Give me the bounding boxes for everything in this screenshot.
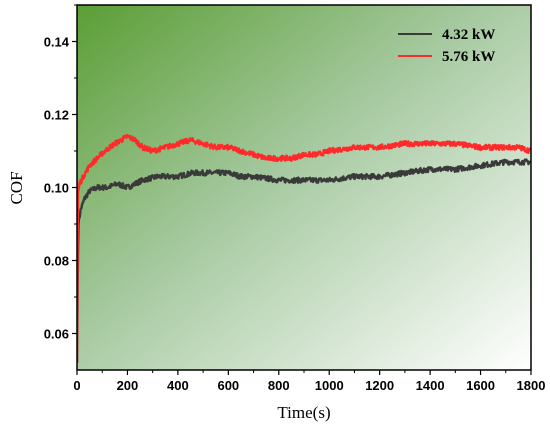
x-axis-title: Time(s) bbox=[277, 403, 330, 422]
x-tick-label: 1800 bbox=[517, 378, 546, 393]
y-tick-label: 0.10 bbox=[44, 181, 69, 196]
x-tick-label: 200 bbox=[117, 378, 139, 393]
plot-background bbox=[77, 5, 531, 370]
y-tick-label: 0.08 bbox=[44, 254, 69, 269]
y-tick-label: 0.12 bbox=[44, 108, 69, 123]
x-tick-label: 1400 bbox=[416, 378, 445, 393]
y-axis-title: COF bbox=[7, 171, 26, 204]
legend-label-2: 5.76 kW bbox=[442, 49, 495, 65]
x-tick-label: 0 bbox=[73, 378, 80, 393]
y-tick-label: 0.06 bbox=[44, 327, 69, 342]
series-line-2 bbox=[77, 133, 531, 363]
x-tick-label: 800 bbox=[268, 378, 290, 393]
x-tick-label: 600 bbox=[217, 378, 239, 393]
x-tick-label: 400 bbox=[167, 378, 189, 393]
legend-label-1: 4.32 kW bbox=[442, 27, 495, 43]
legend: 4.32 kW 5.76 kW bbox=[398, 27, 495, 65]
x-tick-label: 1200 bbox=[365, 378, 394, 393]
x-tick-label: 1000 bbox=[315, 378, 344, 393]
y-tick-label: 0.14 bbox=[44, 35, 70, 50]
x-tick-label: 1600 bbox=[466, 378, 495, 393]
series-line-1 bbox=[77, 158, 531, 363]
